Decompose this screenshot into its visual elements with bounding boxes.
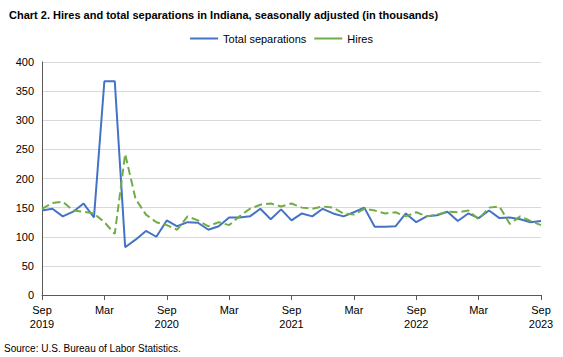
svg-text:150: 150 [16, 202, 34, 214]
svg-text:Chart 2. Hires and total separ: Chart 2. Hires and total separations in … [9, 9, 438, 21]
svg-text:Mar: Mar [95, 304, 114, 316]
svg-text:400: 400 [16, 56, 34, 68]
svg-text:0: 0 [28, 289, 34, 301]
svg-text:Sep: Sep [157, 304, 177, 316]
svg-text:Mar: Mar [220, 304, 239, 316]
svg-text:50: 50 [22, 260, 34, 272]
svg-text:Total separations: Total separations [223, 33, 307, 45]
svg-text:Sep: Sep [531, 304, 551, 316]
svg-text:300: 300 [16, 114, 34, 126]
svg-text:Mar: Mar [469, 304, 488, 316]
svg-text:250: 250 [16, 143, 34, 155]
svg-text:2023: 2023 [529, 318, 553, 330]
svg-text:2021: 2021 [279, 318, 303, 330]
svg-text:Mar: Mar [344, 304, 363, 316]
svg-text:Sep: Sep [282, 304, 302, 316]
svg-text:Sep: Sep [32, 304, 52, 316]
svg-text:2022: 2022 [404, 318, 428, 330]
svg-text:2019: 2019 [30, 318, 54, 330]
svg-text:200: 200 [16, 173, 34, 185]
svg-text:100: 100 [16, 231, 34, 243]
svg-text:Sep: Sep [406, 304, 426, 316]
svg-text:350: 350 [16, 85, 34, 97]
svg-text:2020: 2020 [155, 318, 179, 330]
svg-text:Hires: Hires [347, 33, 373, 45]
svg-text:Source: U.S. Bureau of Labor S: Source: U.S. Bureau of Labor Statistics. [4, 343, 181, 354]
